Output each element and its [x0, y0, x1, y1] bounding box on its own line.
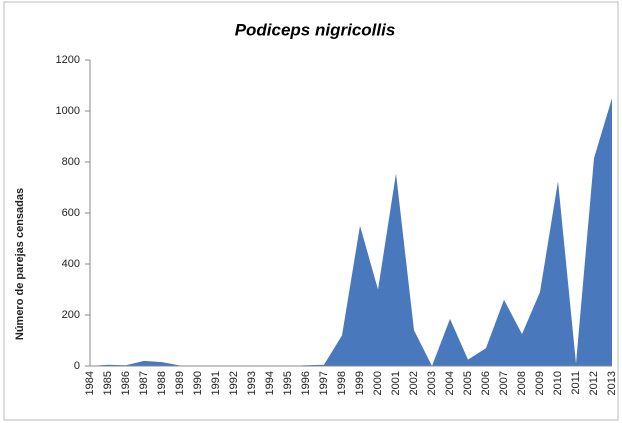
x-tick-label: 1998	[336, 371, 348, 395]
x-tick-label: 2003	[426, 371, 438, 395]
x-tick-label: 2007	[498, 371, 510, 395]
x-tick-label: 2004	[444, 371, 456, 395]
y-tick-label: 0	[74, 360, 80, 372]
x-tick-label: 2001	[390, 371, 402, 395]
y-tick-label: 1200	[56, 54, 80, 66]
x-tick-label: 2008	[516, 371, 528, 395]
x-tick-label: 2011	[570, 371, 582, 395]
x-tick-label: 2009	[534, 371, 546, 395]
x-tick-label: 1986	[120, 371, 132, 395]
x-tick-label: 2002	[408, 371, 420, 395]
x-tick-label: 1994	[264, 371, 276, 395]
x-tick-label: 1984	[84, 371, 96, 395]
x-tick-label: 1987	[138, 371, 150, 395]
x-tick-label: 2005	[462, 371, 474, 395]
x-tick-label: 2006	[480, 371, 492, 395]
y-axis-label: Número de parejas censadas	[14, 188, 26, 340]
x-tick-label: 1999	[354, 371, 366, 395]
y-tick-label: 1000	[56, 105, 80, 117]
x-tick-label: 2012	[588, 371, 600, 395]
x-tick-label: 1992	[228, 371, 240, 395]
x-tick-label: 1988	[156, 371, 168, 395]
x-tick-label: 1997	[318, 371, 330, 395]
frame	[3, 1, 619, 421]
y-tick-label: 800	[62, 156, 80, 168]
x-tick-label: 1989	[174, 371, 186, 395]
y-tick-label: 400	[62, 258, 80, 270]
x-tick-label: 2010	[552, 371, 564, 395]
x-tick-label: 1995	[282, 371, 294, 395]
x-tick-label: 1993	[246, 371, 258, 395]
area	[90, 98, 612, 366]
y-tick-label: 600	[62, 207, 80, 219]
x-tick-label: 2013	[606, 371, 618, 395]
x-tick-label: 1985	[102, 371, 114, 395]
x-tick-label: 1996	[300, 371, 312, 395]
x-tick-label: 1990	[192, 371, 204, 395]
x-tick-label: 2000	[372, 371, 384, 395]
x-tick-label: 1991	[210, 371, 222, 395]
y-tick-label: 200	[62, 309, 80, 321]
chart-title: Podiceps nigricollis	[235, 20, 396, 39]
